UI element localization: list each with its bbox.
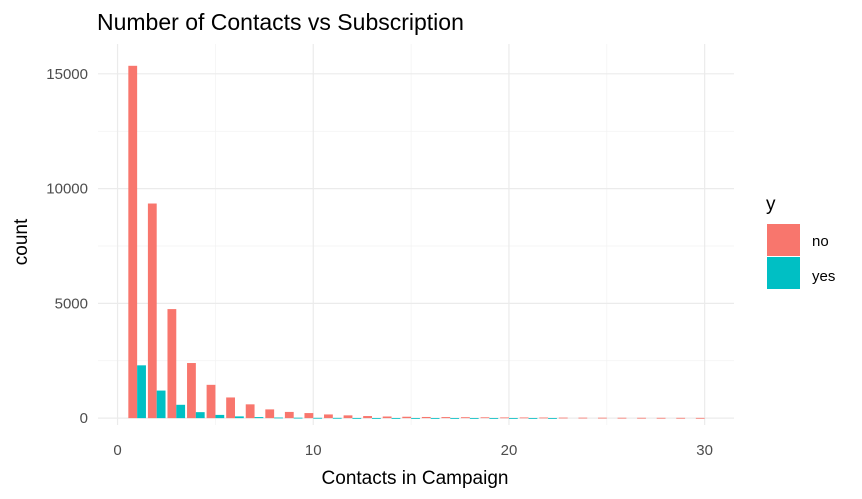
x-tick-label: 20	[501, 442, 518, 459]
bar-no-8	[265, 409, 275, 419]
bar-yes-6	[234, 416, 244, 419]
bar-yes-1	[137, 365, 146, 419]
legend-key-yes	[767, 257, 800, 289]
bar-yes-21	[528, 418, 538, 419]
bar-yes-18	[469, 418, 479, 419]
bar-yes-22	[548, 418, 557, 419]
bar-no-26	[617, 417, 627, 419]
legend-title: y	[766, 194, 776, 215]
bar-no-12	[343, 415, 353, 419]
bar-no-9	[284, 411, 294, 419]
bar-yes-14	[391, 418, 401, 419]
bar-no-27	[637, 417, 646, 419]
bar-yes-17	[450, 418, 460, 419]
bar-no-23	[558, 417, 568, 419]
bar-no-21	[519, 417, 529, 419]
bar-yes-20	[508, 418, 518, 419]
bar-no-2	[147, 203, 157, 419]
bar-no-20	[500, 417, 509, 419]
bar-no-24	[578, 417, 588, 419]
bars	[128, 65, 705, 419]
bar-no-6	[226, 397, 235, 419]
x-axis-title: Contacts in Campaign	[322, 468, 509, 489]
bar-yes-12	[352, 417, 362, 419]
y-tick-label: 10000	[46, 181, 88, 198]
bar-no-22	[539, 417, 549, 419]
bar-yes-15	[411, 418, 420, 419]
bar-no-15	[402, 416, 412, 419]
y-axis-title: count	[11, 218, 32, 265]
y-tick-label: 15000	[46, 66, 88, 83]
bar-yes-4	[195, 412, 205, 419]
bar-yes-2	[156, 390, 166, 419]
legend-label-yes: yes	[812, 268, 835, 285]
x-tick-label: 30	[696, 442, 713, 459]
y-tick-label: 5000	[55, 295, 88, 312]
bar-no-13	[363, 416, 372, 419]
chart-title: Number of Contacts vs Subscription	[97, 9, 464, 35]
bar-no-30	[695, 417, 705, 419]
bar-no-3	[167, 309, 177, 419]
y-axis-ticks: 0 5000 10000 15000	[46, 66, 88, 427]
bar-yes-8	[274, 417, 283, 419]
bar-no-16	[421, 416, 431, 419]
bar-no-19	[480, 417, 490, 419]
x-tick-label: 10	[305, 442, 322, 459]
y-tick-label: 0	[80, 410, 88, 427]
bar-no-4	[187, 363, 196, 419]
legend-label-no: no	[812, 233, 829, 250]
x-tick-label: 0	[113, 442, 121, 459]
bar-yes-13	[371, 418, 381, 419]
bar-yes-9	[293, 417, 303, 419]
bar-no-11	[324, 414, 333, 419]
bar-no-14	[382, 416, 392, 419]
bar-no-29	[676, 417, 686, 419]
bar-no-5	[206, 384, 216, 419]
bar-yes-10	[313, 417, 323, 419]
bar-no-7	[245, 404, 255, 419]
bar-no-17	[441, 417, 451, 419]
bar-yes-3	[176, 404, 186, 419]
x-axis-ticks: 0 10 20 30	[113, 442, 713, 459]
bar-no-25	[597, 417, 607, 419]
bar-no-1	[128, 65, 138, 419]
bar-yes-16	[430, 418, 440, 419]
legend: y no yes	[766, 194, 835, 289]
bar-yes-19	[489, 418, 499, 419]
bar-yes-5	[215, 414, 225, 419]
bar-yes-11	[332, 417, 342, 419]
legend-key-no	[767, 224, 800, 256]
bar-no-18	[461, 417, 470, 419]
bar-no-28	[656, 417, 666, 419]
bar-no-10	[304, 413, 314, 419]
bar-yes-7	[254, 417, 264, 419]
